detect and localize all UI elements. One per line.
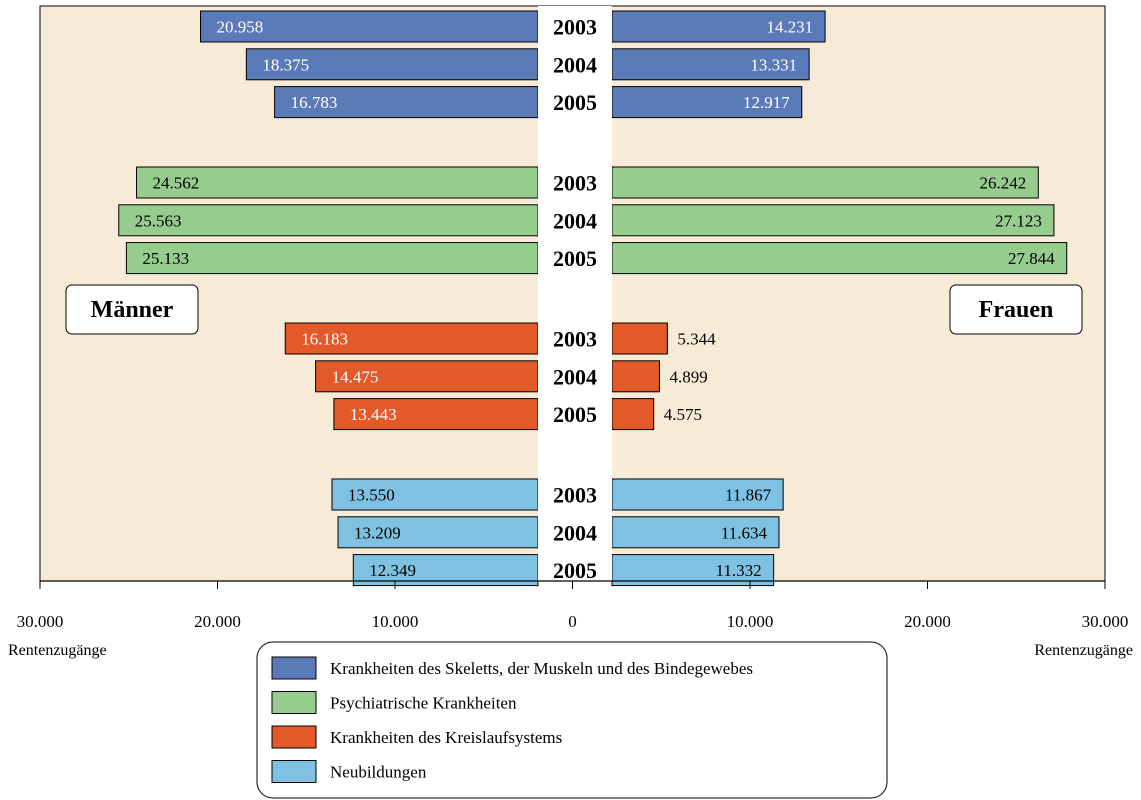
bar-men-label: 25.563 [135,211,182,230]
legend-label: Krankheiten des Skeletts, der Muskeln un… [330,659,753,678]
legend-label: Krankheiten des Kreislaufsystems [330,728,562,747]
year-label: 2005 [553,90,597,115]
bar-women-label: 11.867 [725,486,772,505]
year-label: 2004 [553,208,597,233]
year-label: 2003 [553,171,597,196]
legend-box [256,641,888,799]
bar-men-label: 13.443 [350,405,397,424]
bar-men-label: 13.209 [354,523,401,542]
bar-women [611,360,660,393]
bar-men [199,10,539,43]
bar-men-label: 16.183 [301,330,348,349]
x-tick-label: 30.000 [17,612,64,631]
x-tick-label: 10.000 [727,612,774,631]
bar-women-label: 27.123 [995,211,1042,230]
bar-men [125,242,539,275]
bar-men-label: 25.133 [142,249,189,268]
year-label: 2004 [553,364,597,389]
left-side-label: Männer [91,297,174,323]
bar-men-label: 24.562 [153,174,200,193]
bars-layer: 20.958 14.231 18.375 13.331 16.783 12.917 24.5… [118,10,1068,587]
left-side-label-box: Männer [65,284,199,335]
x-tick-label: 20.000 [904,612,951,631]
bar-women-label: 4.575 [664,405,702,424]
x-tick-label: 20.000 [194,612,241,631]
bar-women [611,204,1055,237]
bar-women-label: 11.634 [721,523,768,542]
bar-women [611,322,668,355]
bar-men-label: 18.375 [262,55,309,74]
year-label: 2004 [553,52,597,77]
legend-swatch [271,656,317,680]
right-side-label-box: Frauen [949,284,1083,335]
legend-label: Psychiatrische Krankheiten [330,694,517,713]
bar-men [331,478,539,511]
x-axis-ticks: 30.000 20.000 10.000 0 10.000 20.000 30.000 [17,581,1129,631]
bar-women-label: 11.332 [716,561,762,580]
bar-men-label: 14.475 [332,367,379,386]
year-labels: 2003 2004 2005 2003 2004 2005 2003 2004 2005 2003… [553,15,597,584]
bar-women-label: 5.344 [677,330,716,349]
bar-men-label: 13.550 [348,486,395,505]
bar-men [284,322,539,355]
legend-swatch [271,760,317,783]
bar-women-label: 4.899 [669,367,707,386]
year-label: 2005 [553,246,597,271]
year-label: 2003 [553,327,597,352]
bar-men-label: 20.958 [216,18,263,37]
legend: Krankheiten des Skeletts, der Muskeln un… [271,656,753,783]
bar-women [611,86,803,119]
x-tick-label: 0 [568,612,577,631]
legend-swatch [271,691,317,714]
bar-women [611,242,1068,275]
right-side-label: Frauen [979,297,1054,323]
bar-men-label: 16.783 [291,93,338,112]
legend-label: Neubildungen [330,763,427,782]
bar-women [611,478,784,511]
bar-women [611,48,810,81]
year-label: 2003 [553,15,597,40]
legend-swatch [271,725,317,749]
bar-women [611,398,655,431]
year-label: 2003 [553,483,597,508]
x-tick-label: 30.000 [1082,612,1129,631]
bar-women-label: 27.844 [1008,249,1055,268]
bar-men [136,166,539,199]
center-year-column [538,6,612,581]
year-label: 2004 [553,520,597,545]
axis-unit-left: Rentenzugänge [8,642,107,659]
bar-men [337,516,539,549]
bar-men-label: 12.349 [369,561,416,580]
bar-women-label: 13.331 [750,55,797,74]
bar-women-label: 26.242 [980,174,1027,193]
year-label: 2005 [553,402,597,427]
bar-men [118,204,539,237]
bar-men [333,398,539,431]
bar-women [611,516,780,549]
bar-men [274,86,539,119]
x-tick-label: 10.000 [372,612,419,631]
bar-men [245,48,539,81]
bar-women-label: 14.231 [766,18,813,37]
bar-women [611,166,1039,199]
bar-women-label: 12.917 [743,93,790,112]
axis-unit-right: Rentenzugänge [1034,642,1133,659]
year-label: 2005 [553,558,597,583]
